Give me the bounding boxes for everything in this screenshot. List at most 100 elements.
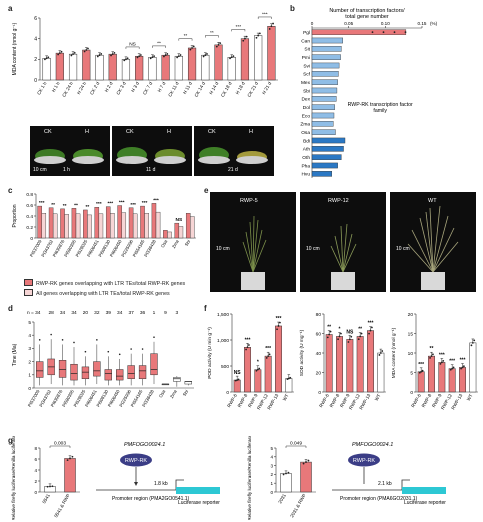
bar-series-1 xyxy=(48,207,54,239)
n-label: 39 xyxy=(106,310,112,316)
diagram-g-promoter-2031: PMFOGO0024.1 RWP-RK 2.1 kb Promoter regi… xyxy=(332,442,446,506)
bar xyxy=(64,458,76,493)
bar xyxy=(161,54,170,81)
box xyxy=(184,381,192,385)
chart-f-mda: 0 5 10 15 20 MDA content (nmol g⁻¹) RWP-6 *** RW… xyxy=(391,312,478,410)
photo-e-title: RWP-12 xyxy=(328,198,349,204)
tss-arrow-icon xyxy=(401,479,410,490)
x-tick-label: CK 14 d xyxy=(194,81,207,98)
legend-c-item-1: RWP-RK genes overlapping with LTR TEs/to… xyxy=(24,279,185,288)
n-label: 1 xyxy=(153,310,156,316)
data-point xyxy=(305,461,307,463)
chart-f-pod: 0 500 1,000 1,500 POD activity (U min g⁻¹) RW… xyxy=(207,312,294,410)
significance-label: ** xyxy=(430,346,434,352)
bar xyxy=(367,330,374,393)
data-point xyxy=(237,378,240,381)
data-point xyxy=(276,328,278,331)
y-tick-label: 5 xyxy=(270,446,273,451)
y-tick-label: 0.8 xyxy=(26,192,33,198)
bar xyxy=(187,47,197,81)
y-tick-label: 2 xyxy=(34,57,37,63)
chart-c-proportion: 00.20.40.60.8ProportionPI537009***PI3437… xyxy=(12,192,196,258)
y-tick-label: 6 xyxy=(34,457,37,462)
y-axis-label: Time (Ma) xyxy=(12,343,18,366)
data-point xyxy=(45,57,48,60)
y-tick-label: Svi xyxy=(303,63,310,69)
significance-label: * xyxy=(257,360,259,366)
x-tick-label: Sbi xyxy=(182,389,190,397)
bar xyxy=(42,58,51,81)
data-point xyxy=(163,55,165,58)
data-point xyxy=(126,57,129,60)
bar-series-2 xyxy=(144,213,149,239)
box xyxy=(70,363,78,381)
x-tick-label: 0.05 xyxy=(344,21,353,26)
y-tick-label: Eco xyxy=(302,113,311,119)
data-point xyxy=(204,54,207,57)
x-tick-label: Zma xyxy=(169,389,178,400)
x-tick-label: CK 1 h xyxy=(36,81,48,96)
y-axis-label: Relative firefly luciferase/Renilla luci… xyxy=(247,436,252,520)
bar xyxy=(95,54,104,81)
bar xyxy=(311,54,341,60)
significance-label: *** xyxy=(236,24,242,30)
n-label: 37 xyxy=(128,310,134,316)
bar xyxy=(121,59,131,81)
data-point xyxy=(192,45,195,48)
data-point xyxy=(287,377,290,380)
x-tick-label: WT xyxy=(466,393,474,402)
bar-series-1 xyxy=(163,230,168,239)
x-tick-label: CK 11 d xyxy=(167,81,180,98)
y-tick-label: 5 xyxy=(410,370,413,376)
diagram-gene-label: PMFOGO0024.1 xyxy=(352,442,393,448)
box xyxy=(81,366,90,380)
data-point xyxy=(257,34,260,37)
significance-bracket xyxy=(49,445,71,448)
data-point xyxy=(248,344,250,346)
x-tick-label: H 2 d xyxy=(104,81,114,93)
data-point xyxy=(302,462,305,465)
n-label: 20 xyxy=(83,310,89,316)
chart-b-tf-ratio: Number of transcription factors/total ge… xyxy=(300,8,438,178)
y-tick-label: Dex xyxy=(301,97,310,103)
data-point xyxy=(347,341,350,343)
data-point xyxy=(246,346,249,349)
x-tick-label: RWP-6 xyxy=(226,393,238,409)
x-tick-label: 0.15 xyxy=(418,21,427,26)
y-tick-label: 0 xyxy=(318,390,321,396)
y-tick-label: Pmi xyxy=(302,55,310,61)
data-point xyxy=(340,332,342,335)
y-tick-label: 0.6 xyxy=(26,203,33,209)
panel-label-c: c xyxy=(8,186,13,195)
data-point xyxy=(337,338,339,341)
photo-a-label-h: H xyxy=(249,129,253,135)
significance-bracket xyxy=(125,46,140,49)
x-tick-label: RWP-6 xyxy=(410,393,422,409)
bar-series-2 xyxy=(155,211,161,239)
panel-label-f: f xyxy=(204,304,207,313)
n-label: 34 xyxy=(71,310,77,316)
photo-a-label-h: H xyxy=(167,129,171,135)
bar-series-2 xyxy=(64,214,69,239)
data-point xyxy=(70,54,73,57)
data-point xyxy=(179,54,182,56)
data-point xyxy=(381,350,384,352)
data-point xyxy=(404,31,407,34)
data-point xyxy=(359,335,362,338)
photo-e-scale: 10 cm xyxy=(216,246,230,252)
y-tick-label: 0 xyxy=(28,386,31,392)
data-point xyxy=(378,354,381,356)
bar-series-2 xyxy=(132,213,138,239)
chart-title: Number of transcription factors/ xyxy=(329,8,405,14)
n-label: 28 xyxy=(48,310,54,316)
x-tick-label: RWP-8 xyxy=(237,393,249,409)
bar xyxy=(233,379,241,393)
significance-bracket xyxy=(178,38,193,41)
data-point xyxy=(440,361,443,364)
luciferase-box xyxy=(176,487,220,494)
chart-g-luc-2031: 0 1 2 3 4 5 Relative firefly luciferase/Renill… xyxy=(247,436,316,520)
y-tick-label: 1 xyxy=(28,373,31,379)
bar xyxy=(311,162,338,169)
data-point xyxy=(463,365,465,368)
bar xyxy=(285,378,293,393)
